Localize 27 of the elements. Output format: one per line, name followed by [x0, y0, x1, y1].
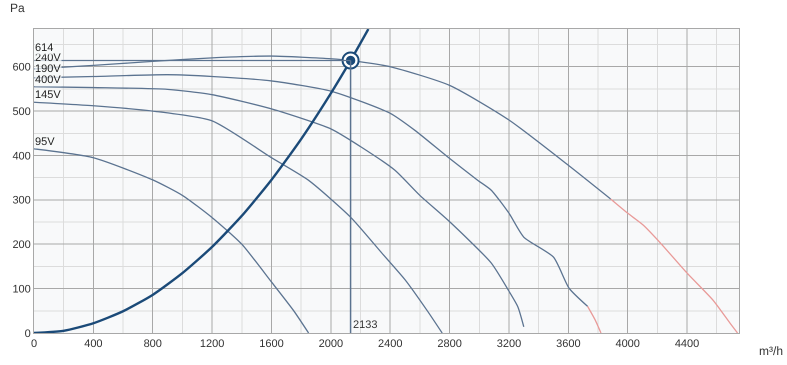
y-tick-label: 600	[12, 62, 31, 74]
series-label: 190V	[35, 63, 62, 75]
ref-line-label: 614	[35, 42, 54, 54]
x-tick-label: 3600	[556, 338, 581, 350]
x-tick-label: 2000	[318, 338, 344, 350]
x-axis-title: m³/h	[759, 344, 783, 358]
x-tick-label: 4000	[615, 338, 640, 350]
series-label: 400V	[35, 74, 62, 86]
x-tick-label: 2800	[437, 338, 462, 350]
series-label: 240V	[35, 52, 62, 64]
y-tick-label: 300	[12, 194, 31, 207]
series-label: 145V	[35, 89, 62, 101]
series-label: 95V	[35, 136, 56, 148]
y-tick-label: 500	[12, 106, 31, 118]
y-tick-label: 100	[12, 283, 31, 296]
x-tick-label: 400	[84, 338, 103, 350]
y-tick-label: 0	[24, 328, 31, 340]
y-tick-label: 200	[12, 239, 31, 252]
x-tick-label: 800	[144, 338, 162, 350]
x-tick-label: 3200	[496, 338, 522, 350]
y-axis-title: Pa	[10, 1, 26, 15]
x-tick-label: 2400	[378, 338, 402, 350]
ref-line-label: 2133	[353, 319, 378, 331]
y-tick-label: 400	[12, 150, 31, 162]
x-tick-label: 4400	[674, 338, 700, 350]
x-tick-label: 1600	[259, 338, 284, 350]
x-tick-label: 1200	[200, 338, 224, 350]
